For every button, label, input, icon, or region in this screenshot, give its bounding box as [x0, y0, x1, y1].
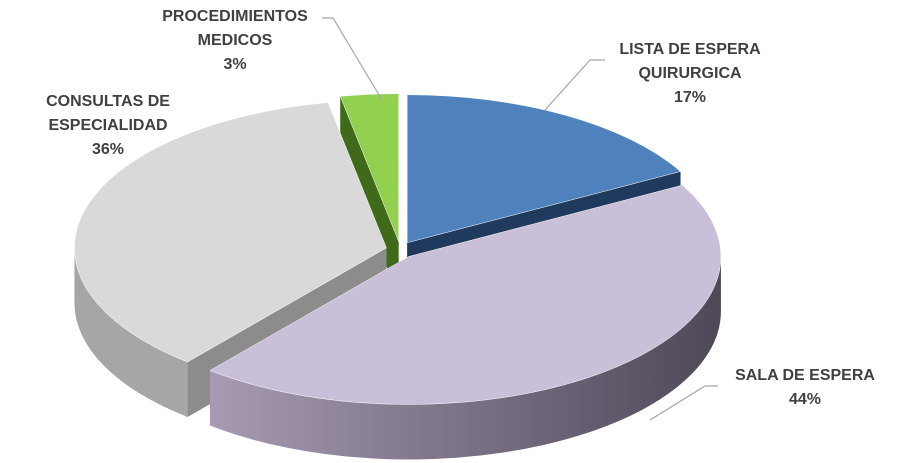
slice-label: SALA DE ESPERA 44% — [705, 364, 905, 412]
category-name: LISTA DE ESPERA QUIRURGICA — [619, 41, 761, 82]
leader-line — [322, 17, 383, 101]
category-name: SALA DE ESPERA — [735, 367, 875, 384]
category-name: CONSULTAS DE ESPECIALIDAD — [46, 93, 170, 134]
leader-line — [649, 385, 718, 421]
slice-label: PROCEDIMIENTOS MEDICOS 3% — [135, 5, 335, 77]
value-label: 17% — [673, 89, 707, 106]
value-label: 3% — [223, 56, 247, 73]
category-name: PROCEDIMIENTOS MEDICOS — [162, 8, 308, 49]
slice-side — [74, 247, 188, 417]
slice-label: CONSULTAS DE ESPECIALIDAD 36% — [18, 90, 198, 162]
pie-slice — [339, 93, 399, 242]
value-label: 36% — [91, 141, 125, 158]
pie-slice — [406, 94, 682, 244]
pie-slice — [74, 102, 387, 363]
value-label: 44% — [788, 391, 822, 408]
slice-side — [210, 256, 721, 460]
pie-slice — [209, 184, 722, 405]
slice-label: LISTA DE ESPERA QUIRURGICA 17% — [600, 38, 780, 110]
leader-line — [544, 59, 605, 111]
